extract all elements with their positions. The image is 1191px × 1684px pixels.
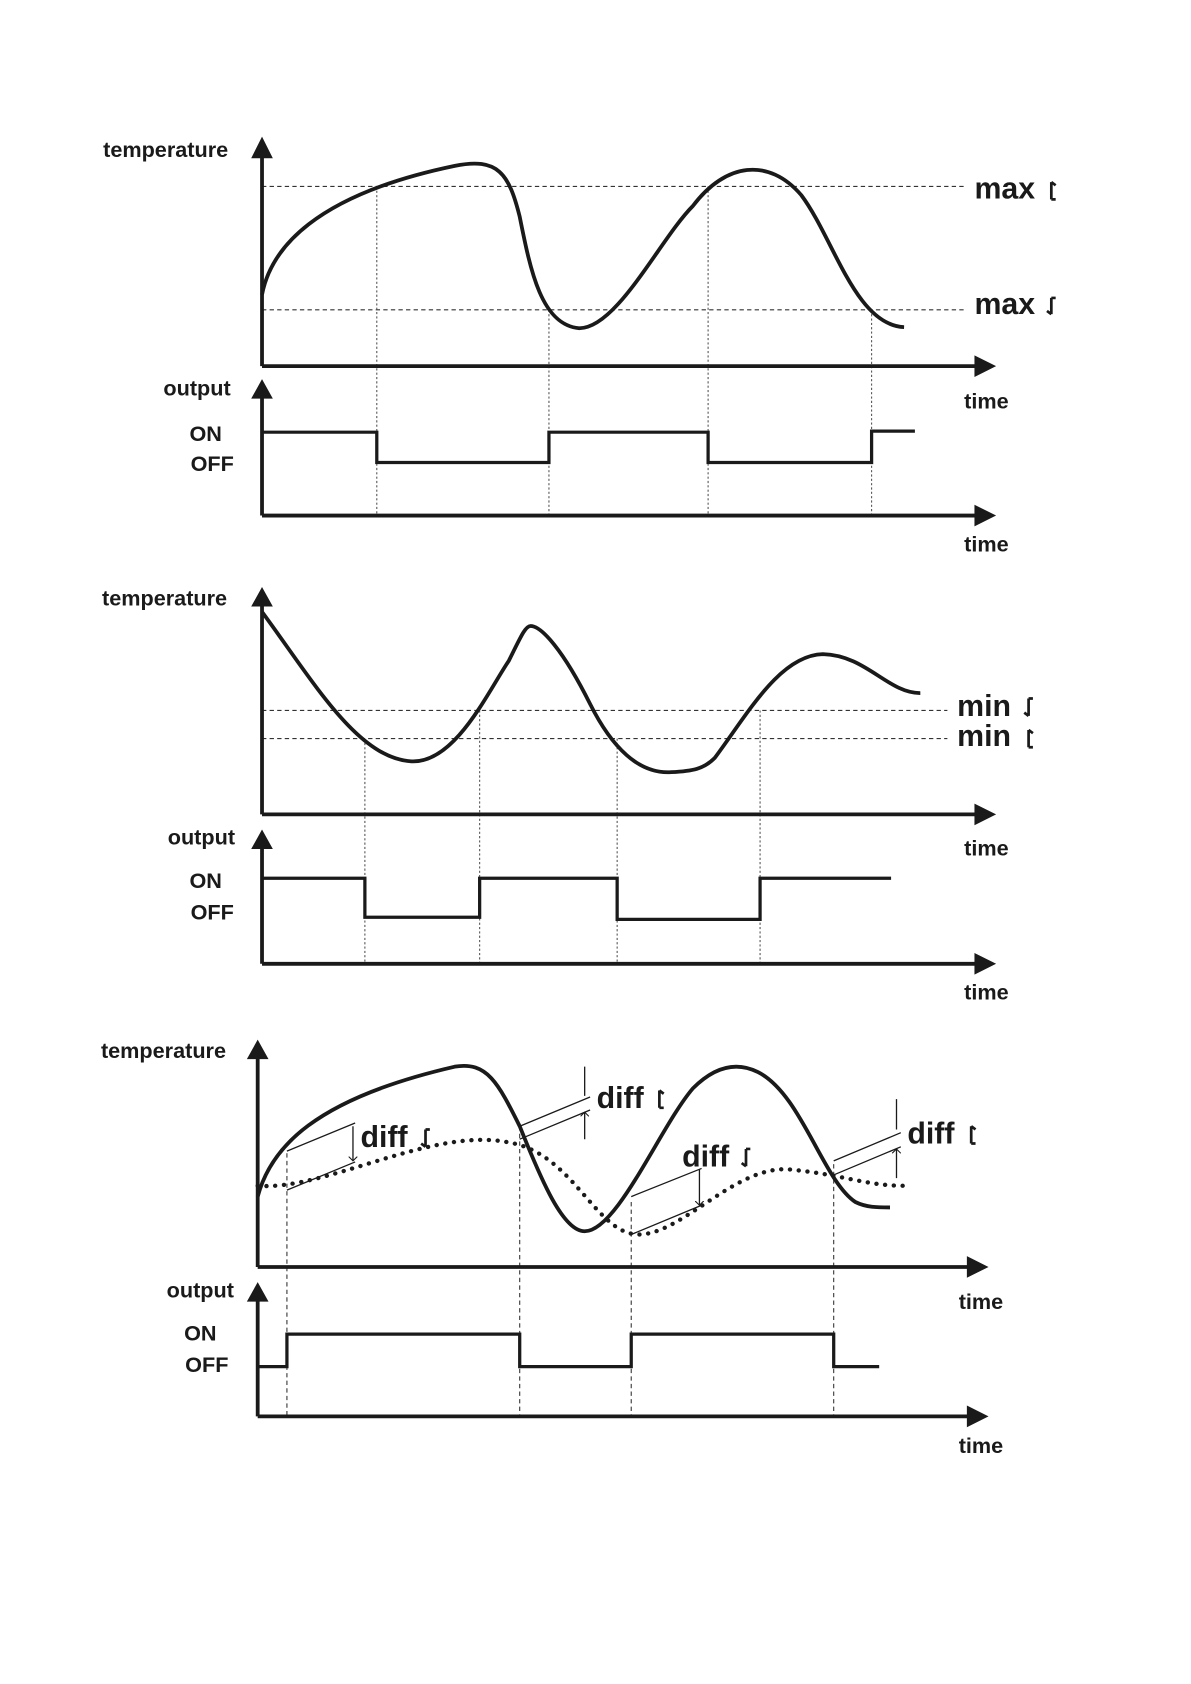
threshold-lines bbox=[262, 709, 948, 740]
axes bbox=[260, 151, 980, 369]
arrowheads bbox=[251, 829, 997, 975]
temperature-curve bbox=[260, 610, 921, 775]
arrowheads bbox=[246, 1039, 989, 1278]
threshold-lines bbox=[262, 185, 964, 311]
output-signal bbox=[262, 429, 915, 465]
switch-lines bbox=[286, 1126, 835, 1417]
panel-diff: temperature time diff diff diff diff out… bbox=[101, 1038, 1003, 1458]
threshold-label: max bbox=[974, 288, 1035, 321]
relay-glyph bbox=[1027, 728, 1034, 749]
axis-label: time bbox=[964, 531, 1009, 556]
axis-label: temperature bbox=[103, 137, 228, 162]
state-label: ON bbox=[189, 421, 221, 446]
output-signal bbox=[262, 876, 892, 922]
diff-guides bbox=[630, 1167, 702, 1236]
axis-label: time bbox=[959, 1289, 1004, 1314]
arrowheads bbox=[251, 136, 997, 377]
axes bbox=[255, 1055, 973, 1269]
relay-glyph bbox=[1049, 180, 1057, 201]
threshold-label: diff bbox=[361, 1121, 409, 1154]
axes bbox=[255, 1299, 973, 1419]
threshold-label: diff bbox=[682, 1140, 730, 1173]
axis-label: time bbox=[964, 980, 1009, 1005]
axis-label: temperature bbox=[101, 1038, 226, 1063]
panel-max: temperature time max max output ON OFF t… bbox=[103, 136, 1057, 556]
axis-label: output bbox=[163, 375, 230, 400]
switch-lines bbox=[364, 710, 761, 964]
setpoint-curve bbox=[255, 1137, 907, 1237]
relay-glyph bbox=[658, 1089, 665, 1110]
temperature-curve bbox=[255, 1063, 891, 1234]
axis-label: output bbox=[168, 825, 235, 850]
arrowheads bbox=[246, 1282, 989, 1428]
threshold-label: diff bbox=[597, 1082, 645, 1115]
axis-label: temperature bbox=[102, 585, 227, 610]
axis-label: time bbox=[964, 836, 1009, 861]
diff-guides bbox=[286, 1122, 356, 1191]
relay-glyph bbox=[1046, 296, 1056, 316]
axes bbox=[260, 392, 980, 518]
state-label: OFF bbox=[191, 451, 234, 476]
arrowheads bbox=[251, 379, 997, 527]
axis-label: time bbox=[964, 388, 1009, 413]
relay-glyph bbox=[969, 1125, 977, 1145]
diff-guides bbox=[519, 1096, 591, 1140]
state-label: OFF bbox=[191, 899, 234, 924]
relay-glyph bbox=[420, 1128, 430, 1148]
state-label: ON bbox=[184, 1321, 216, 1346]
threshold-label: min bbox=[957, 720, 1011, 753]
state-label: OFF bbox=[185, 1352, 228, 1377]
axes bbox=[260, 844, 980, 966]
switch-lines bbox=[376, 186, 873, 516]
diff-guides bbox=[833, 1132, 902, 1176]
threshold-label: min bbox=[957, 690, 1011, 723]
threshold-label: diff bbox=[907, 1118, 955, 1151]
axis-label: time bbox=[959, 1433, 1004, 1458]
arrowheads bbox=[251, 587, 997, 826]
output-signal bbox=[257, 1332, 880, 1369]
threshold-label: max bbox=[974, 172, 1035, 205]
relay-glyph bbox=[740, 1147, 751, 1168]
temperature-curve bbox=[260, 161, 905, 331]
state-label: ON bbox=[189, 868, 221, 893]
axis-label: output bbox=[167, 1277, 234, 1302]
axes bbox=[260, 602, 980, 817]
panel-min: temperature time min min output ON OFF t… bbox=[102, 585, 1034, 1005]
relay-glyph bbox=[1023, 697, 1033, 717]
